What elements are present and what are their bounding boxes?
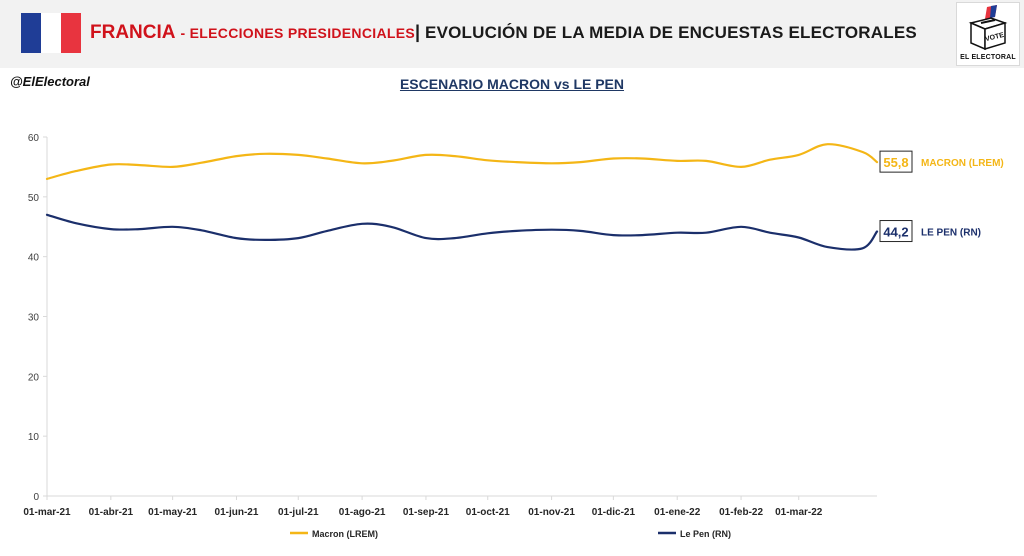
x-tick-label: 01-feb-22 [719, 507, 763, 518]
title-separator: | [414, 22, 421, 42]
series-line-macron-lrem [45, 143, 879, 180]
x-tick-label: 01-oct-21 [466, 507, 510, 518]
series-end-label: MACRON (LREM) [921, 158, 1004, 169]
final-value-box [879, 150, 913, 173]
final-value-label: 44,2 [883, 225, 908, 240]
x-tick-label: 01-jun-21 [215, 507, 259, 518]
y-tick-label: 30 [28, 313, 40, 324]
y-tick-label: 50 [28, 193, 40, 204]
title-country: FRANCIA [90, 22, 176, 43]
y-tick-label: 60 [28, 133, 40, 144]
x-tick-label: 01-dic-21 [592, 507, 636, 518]
x-tick-label: 01-mar-22 [775, 507, 823, 518]
title-subtitle: - ELECCIONES PRESIDENCIALES [180, 25, 415, 41]
title-main: EVOLUCIÓN DE LA MEDIA DE ENCUESTAS ELECT… [425, 23, 917, 42]
x-tick-label: 01-mar-21 [23, 507, 71, 518]
x-tick-label: 01-may-21 [148, 507, 197, 518]
ballot-box-icon: VOTE [968, 5, 1008, 51]
x-tick-label: 01-abr-21 [89, 507, 134, 518]
page-title: FRANCIA - ELECCIONES PRESIDENCIALES| EVO… [90, 22, 917, 44]
el-electoral-logo: VOTE EL ELECTORAL [956, 2, 1020, 66]
series-line-le-pen-rn [45, 213, 879, 251]
final-value-box [879, 220, 913, 243]
header-bar [0, 0, 1024, 68]
twitter-handle: @ElElectoral [10, 74, 90, 89]
final-value-label: 55,8 [883, 155, 908, 170]
legend-label: Macron (LREM) [312, 529, 378, 539]
ballot-vote-text: VOTE [985, 32, 1006, 43]
x-tick-label: 01-sep-21 [403, 507, 450, 518]
x-tick-label: 01-ene-22 [654, 507, 701, 518]
y-tick-label: 0 [33, 492, 39, 503]
series-end-label: LE PEN (RN) [921, 228, 981, 239]
x-tick-label: 01-nov-21 [528, 507, 575, 518]
france-flag-icon [21, 13, 81, 53]
legend-label: Le Pen (RN) [680, 529, 731, 539]
y-tick-label: 10 [28, 432, 40, 443]
logo-text: EL ELECTORAL [960, 54, 1016, 61]
x-tick-label: 01-jul-21 [278, 507, 319, 518]
chart-title: ESCENARIO MACRON vs LE PEN [399, 76, 625, 92]
x-tick-label: 01-ago-21 [339, 507, 386, 518]
y-tick-label: 20 [28, 372, 40, 383]
y-tick-label: 40 [28, 253, 40, 264]
